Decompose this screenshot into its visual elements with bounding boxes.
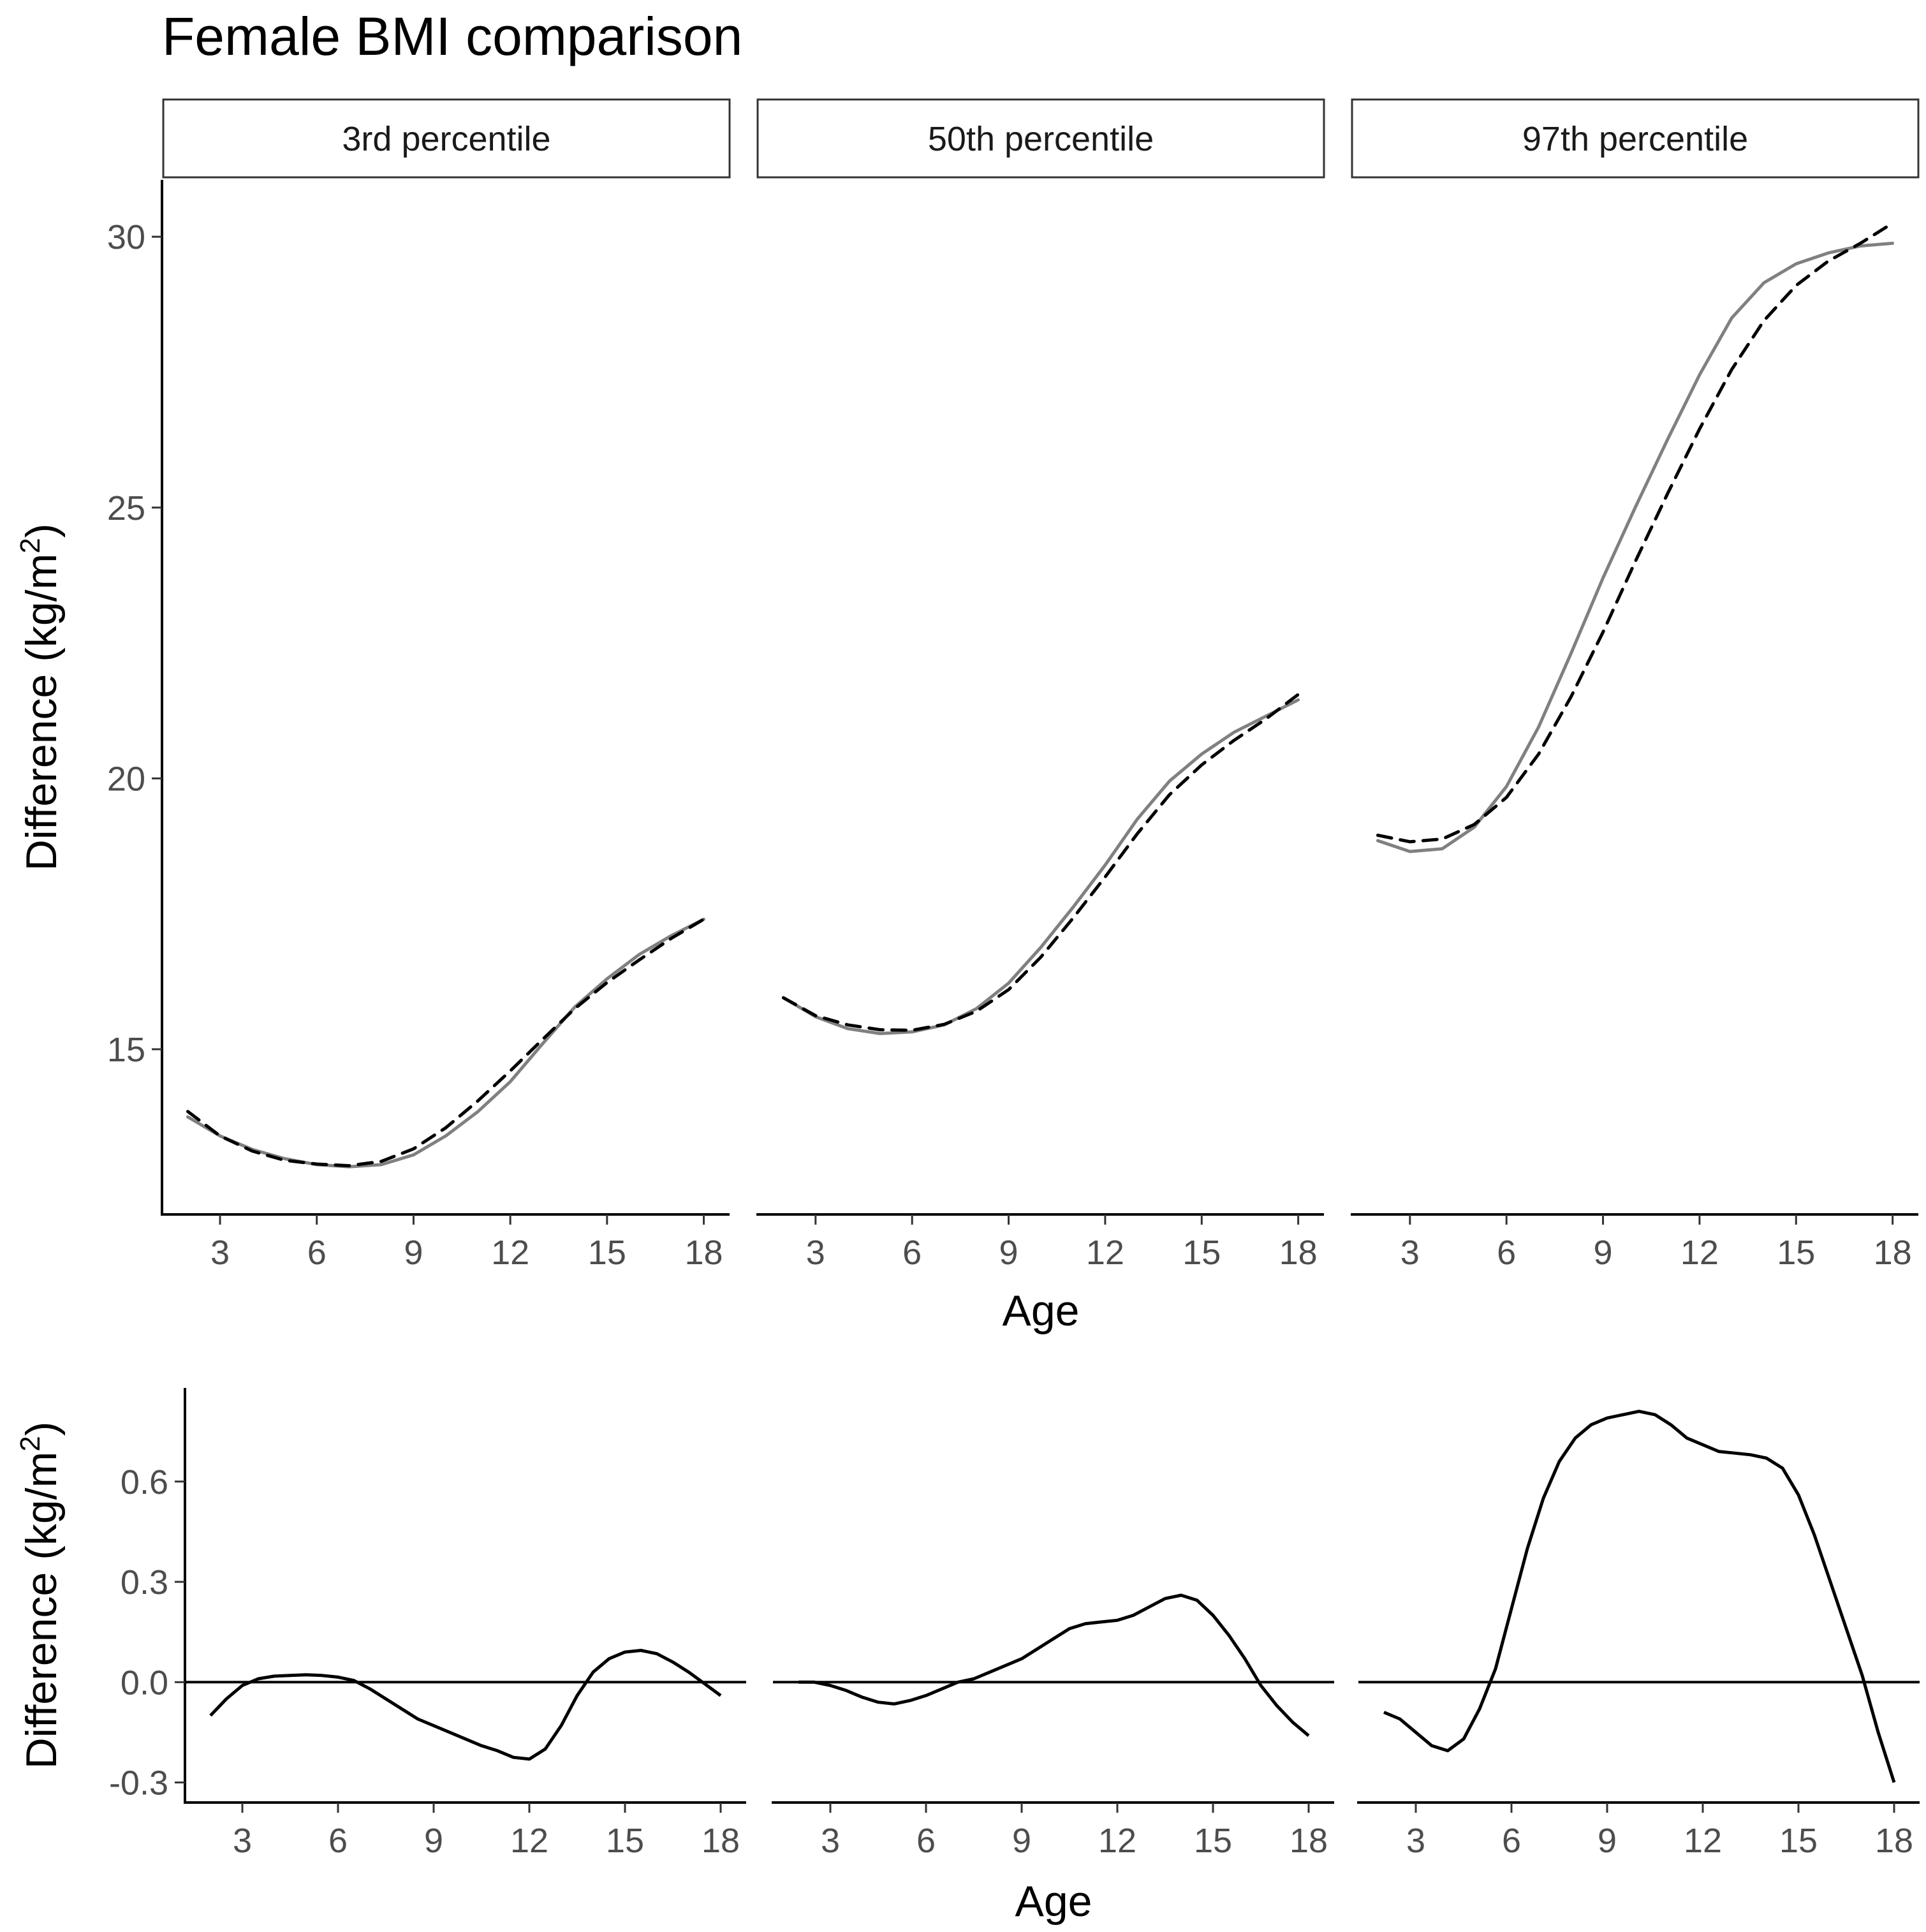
x-tick-label: 12 bbox=[491, 1234, 529, 1272]
x-tick-label: 3 bbox=[210, 1234, 230, 1272]
x-tick-label: 3 bbox=[233, 1822, 252, 1860]
x-tick-label: 18 bbox=[685, 1234, 723, 1272]
x-tick-label: 18 bbox=[1874, 1234, 1912, 1272]
x-tick-label: 15 bbox=[1182, 1234, 1221, 1272]
y-tick-label: 0.0 bbox=[121, 1663, 168, 1702]
comparison-series-line bbox=[186, 917, 705, 1168]
y-axis-title-text: Difference (kg/m bbox=[17, 1452, 66, 1769]
facet-strip-label: 3rd percentile bbox=[342, 120, 550, 158]
y-axis-title-superscript: 2 bbox=[15, 538, 46, 553]
y-axis-title-superscript: 2 bbox=[15, 1436, 46, 1451]
y-tick-label: 0.6 bbox=[121, 1463, 168, 1501]
comparison-series-line bbox=[1376, 221, 1895, 844]
x-tick-label: 3 bbox=[1400, 1234, 1420, 1272]
x-axis-title: Age bbox=[1015, 1877, 1092, 1926]
difference-series-line bbox=[209, 1649, 722, 1761]
x-tick-label: 18 bbox=[702, 1822, 740, 1860]
x-tick-label: 6 bbox=[1502, 1822, 1521, 1860]
facet-strips: 3rd percentile 50th percentile 97th percen… bbox=[162, 98, 1920, 179]
x-tick-label: 15 bbox=[606, 1822, 644, 1860]
comparison-series-line bbox=[781, 693, 1300, 1032]
facet-strip-label: 50th percentile bbox=[928, 120, 1154, 158]
top-plot: 15 20 25 30 Difference (kg/m2) 3 6 9 12 15 18 3 6 9 12… bbox=[15, 180, 1918, 1335]
bottom-plot: -0.3 0.0 0.3 0.6 Difference (kg/m2) 3 6 9 12 15 18… bbox=[15, 1388, 1920, 1926]
difference-series-line bbox=[1383, 1410, 1896, 1783]
x-tick-label: 12 bbox=[1684, 1822, 1722, 1860]
x-tick-label: 9 bbox=[1594, 1234, 1613, 1272]
x-tick-label: 9 bbox=[424, 1822, 443, 1860]
x-tick-label: 9 bbox=[1012, 1822, 1031, 1860]
x-tick-label: 15 bbox=[588, 1234, 626, 1272]
y-axis-title-text: Difference (kg/m bbox=[17, 554, 66, 871]
y-axis-title: Difference (kg/m2) bbox=[15, 1422, 66, 1769]
y-axis-title: Difference (kg/m2) bbox=[15, 524, 66, 871]
facet-strip-box bbox=[162, 98, 731, 179]
chart-title: Female BMI comparison bbox=[162, 6, 742, 66]
x-tick-label: 3 bbox=[806, 1234, 825, 1272]
facet-strip-box bbox=[756, 98, 1325, 179]
y-axis-title-close: ) bbox=[17, 524, 66, 538]
y-tick-label: 25 bbox=[107, 489, 145, 527]
y-tick-label: -0.3 bbox=[109, 1764, 168, 1803]
y-tick-label: 30 bbox=[107, 218, 145, 256]
facet-strip-box bbox=[1351, 98, 1920, 179]
x-tick-label: 15 bbox=[1777, 1234, 1815, 1272]
x-tick-label: 9 bbox=[999, 1234, 1018, 1272]
x-tick-label: 6 bbox=[902, 1234, 922, 1272]
x-axis-title: Age bbox=[1003, 1287, 1080, 1335]
y-tick-label: 20 bbox=[107, 760, 145, 798]
reference-series-line bbox=[781, 698, 1300, 1035]
x-tick-label: 6 bbox=[1497, 1234, 1516, 1272]
x-tick-label: 12 bbox=[1086, 1234, 1124, 1272]
x-tick-label: 12 bbox=[510, 1822, 548, 1860]
x-tick-label: 6 bbox=[328, 1822, 348, 1860]
facet-strip-label: 97th percentile bbox=[1522, 120, 1748, 158]
x-tick-label: 18 bbox=[1875, 1822, 1913, 1860]
x-tick-label: 18 bbox=[1290, 1822, 1328, 1860]
x-tick-label: 9 bbox=[404, 1234, 423, 1272]
x-tick-label: 12 bbox=[1680, 1234, 1719, 1272]
x-tick-label: 12 bbox=[1098, 1822, 1136, 1860]
y-tick-label: 0.3 bbox=[121, 1563, 168, 1602]
x-tick-label: 15 bbox=[1194, 1822, 1232, 1860]
y-axis-title-close: ) bbox=[17, 1422, 66, 1436]
x-tick-label: 6 bbox=[916, 1822, 936, 1860]
y-tick-label: 15 bbox=[107, 1031, 145, 1069]
x-tick-label: 3 bbox=[1406, 1822, 1425, 1860]
difference-series-line bbox=[798, 1593, 1310, 1737]
x-tick-label: 9 bbox=[1598, 1822, 1617, 1860]
x-tick-label: 3 bbox=[821, 1822, 840, 1860]
x-tick-label: 6 bbox=[307, 1234, 327, 1272]
x-tick-label: 15 bbox=[1779, 1822, 1818, 1860]
x-tick-label: 18 bbox=[1279, 1234, 1318, 1272]
reference-series-line bbox=[1376, 241, 1895, 853]
